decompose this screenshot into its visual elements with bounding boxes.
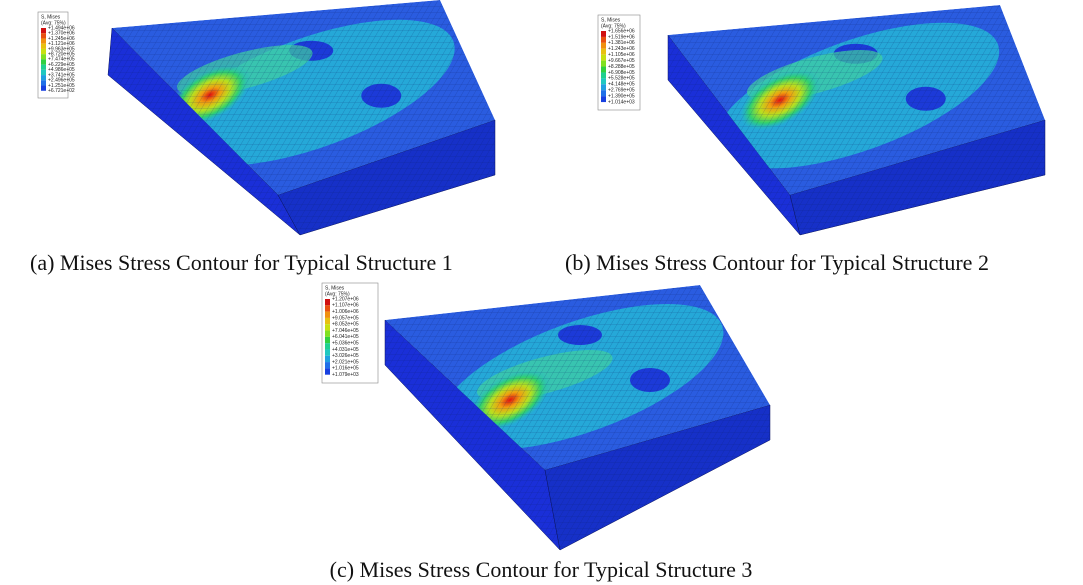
legend-swatch [41, 70, 46, 75]
legend-swatch [325, 368, 330, 374]
fem-model [668, 0, 1045, 235]
legend-swatch [325, 299, 330, 305]
legend-swatch [41, 28, 46, 33]
legend-swatch [41, 59, 46, 64]
legend-swatch [41, 38, 46, 43]
fem-model [108, 0, 495, 235]
legend-swatch [325, 343, 330, 349]
legend-swatch [325, 318, 330, 324]
legend-swatch [601, 43, 606, 49]
legend-label: +1.006e+06 [332, 309, 359, 315]
legend-label: +3.026e+05 [332, 353, 359, 359]
caption: (b) Mises Stress Contour for Typical Str… [565, 250, 989, 275]
legend-label: +8.052e+05 [332, 322, 359, 328]
legend-swatch [601, 67, 606, 73]
legend-swatch [601, 78, 606, 84]
legend-label: +2.021e+05 [332, 359, 359, 365]
legend-swatch [41, 44, 46, 49]
legend-label: +1.107e+06 [332, 303, 359, 309]
legend-label: +1.016e+05 [332, 366, 359, 372]
legend-swatch [325, 312, 330, 318]
legend-label: +6.721e+02 [48, 88, 75, 94]
legend-label: +7.046e+05 [332, 328, 359, 334]
legend-label: +5.036e+05 [332, 340, 359, 346]
legend-label: +1.079e+03 [332, 372, 359, 378]
legend-swatch [41, 49, 46, 54]
legend-swatch [601, 72, 606, 78]
legend-swatch [601, 55, 606, 61]
legend-swatch [601, 84, 606, 90]
legend-swatch [41, 86, 46, 91]
legend-swatch [41, 54, 46, 59]
legend-swatch [325, 331, 330, 337]
legend-swatch [41, 33, 46, 38]
legend-swatch [601, 96, 606, 102]
legend-swatch [601, 49, 606, 55]
legend-swatch [325, 349, 330, 355]
legend-swatch [41, 65, 46, 70]
legend-swatch [325, 362, 330, 368]
legend-label: +1.207e+06 [332, 296, 359, 302]
legend-swatch [325, 305, 330, 311]
legend-swatch [41, 75, 46, 80]
caption: (c) Mises Stress Contour for Typical Str… [330, 557, 753, 582]
legend-swatch [325, 356, 330, 362]
legend-swatch [601, 31, 606, 37]
legend-label: +1.014e+03 [608, 99, 635, 105]
fem-model [385, 274, 770, 550]
legend-swatch [325, 324, 330, 330]
legend-label: +6.041e+05 [332, 334, 359, 340]
legend-swatch [41, 80, 46, 85]
legend-swatch [601, 90, 606, 96]
legend-swatch [325, 337, 330, 343]
legend-swatch [601, 37, 606, 43]
legend-label: +9.057e+05 [332, 315, 359, 321]
legend-label: +4.031e+05 [332, 347, 359, 353]
legend-swatch [601, 61, 606, 67]
caption: (a) Mises Stress Contour for Typical Str… [30, 250, 453, 275]
figure: (a) Mises Stress Contour for Typical Str… [0, 0, 1083, 585]
